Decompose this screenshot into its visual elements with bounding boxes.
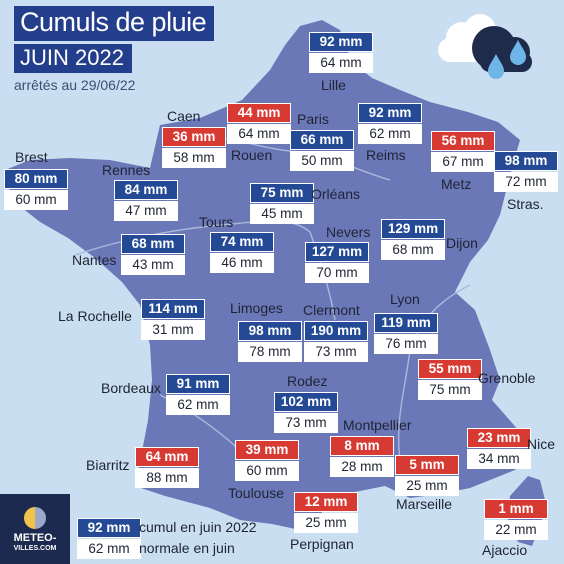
- rain-value-paris: 66 mm: [290, 130, 354, 150]
- city-label-limoges: Limoges: [230, 300, 283, 316]
- normal-value-clermont: 73 mm: [304, 342, 368, 362]
- normal-value-caen: 58 mm: [162, 148, 226, 168]
- rain-value-montpellier: 8 mm: [330, 436, 394, 456]
- date-note: arrêtés au 29/06/22: [14, 77, 136, 93]
- normal-value-reims: 62 mm: [358, 124, 422, 144]
- logo-text-line2: VILLES.COM: [13, 545, 57, 552]
- normal-value-nantes: 43 mm: [121, 255, 185, 275]
- rain-value-lille: 92 mm: [309, 32, 373, 52]
- normal-value-orleans: 45 mm: [250, 204, 314, 224]
- normal-value-rennes: 47 mm: [114, 201, 178, 221]
- rain-value-brest: 80 mm: [4, 169, 68, 189]
- rain-value-caen: 36 mm: [162, 127, 226, 147]
- normal-value-toulouse: 60 mm: [235, 461, 299, 481]
- legend-normal-sample: 62 mm: [77, 539, 141, 559]
- city-label-nice: Nice: [527, 436, 556, 452]
- rain-value-perpignan: 12 mm: [294, 492, 358, 512]
- city-label-caen: Caen: [167, 108, 201, 124]
- rain-value-rodez: 102 mm: [274, 392, 338, 412]
- normal-value-ajaccio: 22 mm: [484, 520, 548, 540]
- normal-value-nevers: 70 mm: [305, 263, 369, 283]
- rain-value-metz: 56 mm: [431, 131, 495, 151]
- rain-value-grenoble: 55 mm: [418, 359, 482, 379]
- normal-value-nice: 34 mm: [467, 449, 531, 469]
- normal-value-larochelle: 31 mm: [141, 320, 205, 340]
- city-label-bordeaux: Bordeaux: [101, 380, 161, 396]
- logo-sun-moon-icon: [24, 507, 46, 529]
- city-label-rennes: Rennes: [102, 162, 151, 178]
- normal-value-limoges: 78 mm: [238, 342, 302, 362]
- city-label-grenoble: Grenoble: [478, 370, 536, 386]
- normal-value-tours: 46 mm: [210, 253, 274, 273]
- normal-value-metz: 67 mm: [431, 152, 495, 172]
- city-label-montpellier: Montpellier: [343, 417, 412, 433]
- rain-value-rouen: 44 mm: [227, 103, 291, 123]
- normal-value-lille: 64 mm: [309, 53, 373, 73]
- normal-value-grenoble: 75 mm: [418, 380, 482, 400]
- city-label-nantes: Nantes: [72, 252, 117, 268]
- rain-value-limoges: 98 mm: [238, 321, 302, 341]
- normal-value-montpellier: 28 mm: [330, 457, 394, 477]
- cloud-rain-icon: [438, 14, 532, 79]
- city-label-larochelle: La Rochelle: [58, 308, 132, 324]
- rain-value-orleans: 75 mm: [250, 183, 314, 203]
- meteo-villes-logo: METEO- VILLES.COM: [0, 494, 70, 564]
- city-label-biarritz: Biarritz: [86, 457, 130, 473]
- city-label-rouen: Rouen: [231, 147, 273, 163]
- legend-rain-label: cumul en juin 2022: [139, 519, 257, 535]
- city-label-tours: Tours: [199, 214, 234, 230]
- map-title: Cumuls de pluie: [14, 6, 215, 41]
- city-label-metz: Metz: [441, 176, 472, 192]
- city-label-paris: Paris: [297, 111, 329, 127]
- rain-value-reims: 92 mm: [358, 103, 422, 123]
- normal-value-bordeaux: 62 mm: [166, 395, 230, 415]
- normal-value-biarritz: 88 mm: [135, 468, 199, 488]
- normal-value-dijon: 68 mm: [381, 240, 445, 260]
- normal-value-brest: 60 mm: [4, 190, 68, 210]
- rain-value-lyon: 119 mm: [374, 313, 438, 333]
- legend-normal-label: normale en juin: [139, 540, 235, 556]
- city-label-reims: Reims: [366, 147, 406, 163]
- city-label-clermont: Clermont: [303, 302, 360, 318]
- rain-value-marseille: 5 mm: [395, 455, 459, 475]
- city-label-marseille: Marseille: [396, 496, 453, 512]
- normal-value-rouen: 64 mm: [227, 124, 291, 144]
- normal-value-paris: 50 mm: [290, 151, 354, 171]
- city-label-orleans: Orléans: [311, 186, 361, 202]
- logo-text-line1: METEO-: [13, 532, 57, 544]
- rain-value-nice: 23 mm: [467, 428, 531, 448]
- city-label-nevers: Nevers: [326, 224, 371, 240]
- city-label-lille: Lille: [321, 77, 346, 93]
- rain-value-dijon: 129 mm: [381, 219, 445, 239]
- rain-value-nantes: 68 mm: [121, 234, 185, 254]
- normal-value-marseille: 25 mm: [395, 476, 459, 496]
- legend-rain-sample: 92 mm: [77, 518, 141, 538]
- normal-value-rodez: 73 mm: [274, 413, 338, 433]
- rain-value-toulouse: 39 mm: [235, 440, 299, 460]
- city-label-brest: Brest: [15, 149, 48, 165]
- city-label-dijon: Dijon: [446, 235, 478, 251]
- france-mainland-shape: [5, 20, 530, 530]
- rain-value-bordeaux: 91 mm: [166, 374, 230, 394]
- city-label-perpignan: Perpignan: [290, 536, 354, 552]
- city-label-lyon: Lyon: [390, 291, 420, 307]
- normal-value-perpignan: 25 mm: [294, 513, 358, 533]
- rain-value-biarritz: 64 mm: [135, 447, 199, 467]
- city-label-ajaccio: Ajaccio: [482, 542, 528, 558]
- normal-value-lyon: 76 mm: [374, 334, 438, 354]
- rain-value-strasbourg: 98 mm: [494, 151, 558, 171]
- city-label-strasbourg: Stras.: [507, 196, 544, 212]
- normal-value-strasbourg: 72 mm: [494, 172, 558, 192]
- rain-value-ajaccio: 1 mm: [484, 499, 548, 519]
- city-label-toulouse: Toulouse: [228, 485, 285, 501]
- rain-value-larochelle: 114 mm: [141, 299, 205, 319]
- rain-value-nevers: 127 mm: [305, 242, 369, 262]
- rain-value-clermont: 190 mm: [304, 321, 368, 341]
- rain-value-tours: 74 mm: [210, 232, 274, 252]
- city-label-rodez: Rodez: [287, 373, 328, 389]
- map-subtitle: JUIN 2022: [14, 44, 132, 73]
- rain-value-rennes: 84 mm: [114, 180, 178, 200]
